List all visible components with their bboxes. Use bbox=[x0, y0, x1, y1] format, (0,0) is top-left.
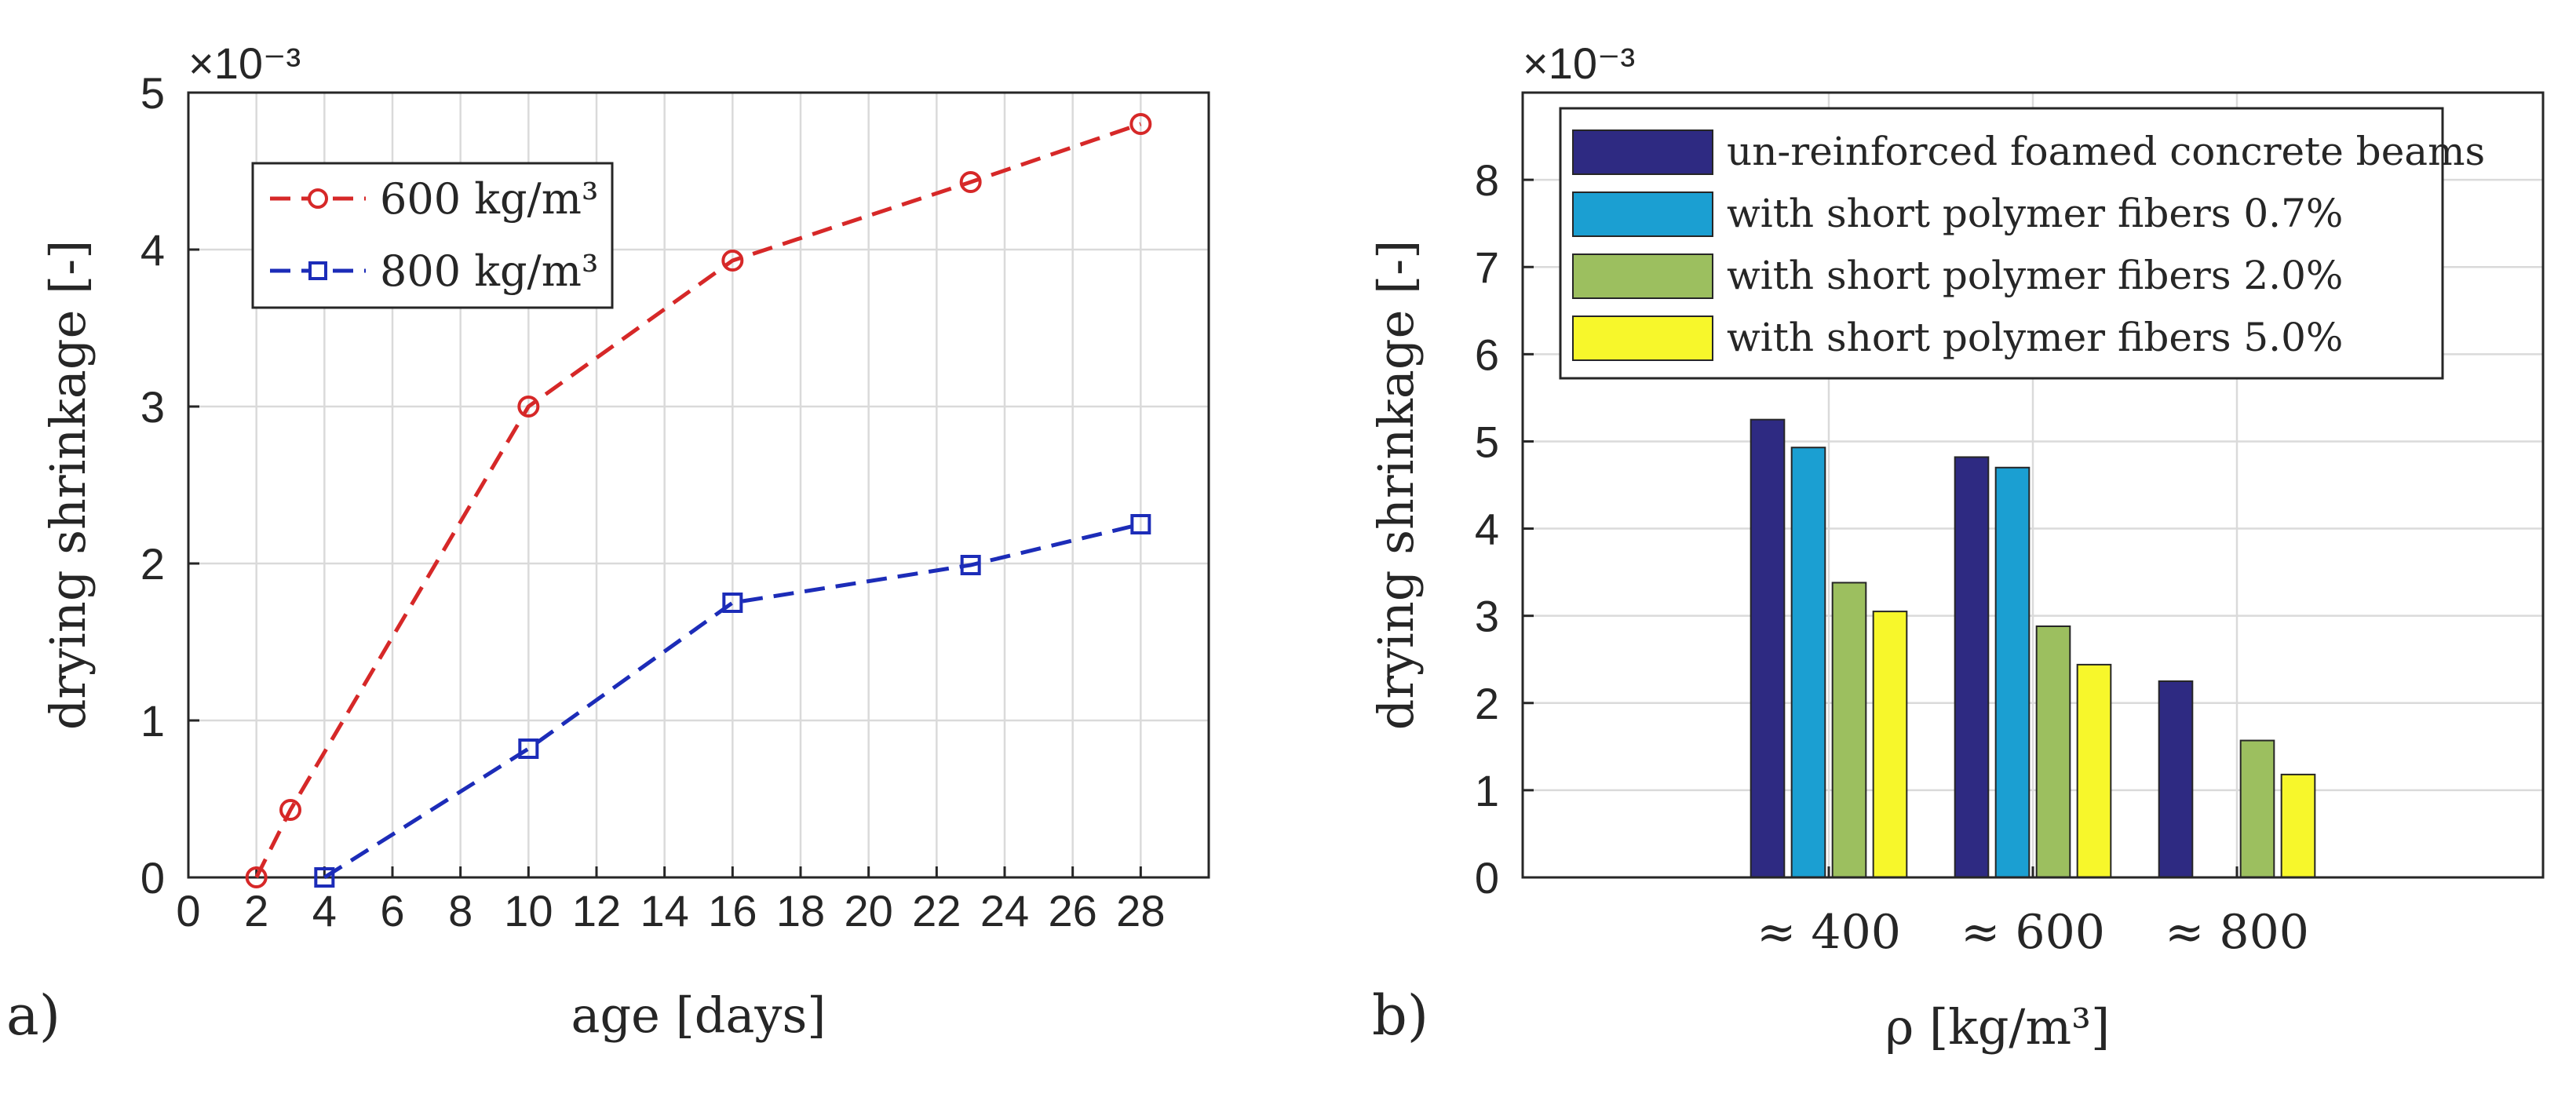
x-tick-label: 24 bbox=[980, 886, 1029, 935]
legend-swatch-unreinforced bbox=[1572, 129, 1713, 175]
bar-series-1 bbox=[1994, 466, 2031, 878]
legend-item-600: 600 kg/m³ bbox=[270, 174, 599, 224]
y-tick-label: 0 bbox=[1475, 853, 1499, 903]
legend-item-fibers-2-0: with short polymer fibers 2.0% bbox=[1572, 253, 2343, 299]
data-point-square bbox=[314, 867, 335, 888]
x-tick-label: 0 bbox=[176, 886, 200, 935]
x-tick-label: 14 bbox=[640, 886, 689, 935]
data-point-circle bbox=[721, 250, 744, 272]
data-point-square bbox=[722, 593, 743, 613]
y-tick-label: 7 bbox=[1475, 243, 1499, 292]
legend-circle-marker bbox=[308, 188, 328, 209]
legend-label-fibers-0-7: with short polymer fibers 0.7% bbox=[1727, 191, 2343, 236]
bar-series-2 bbox=[2239, 739, 2275, 878]
x-tick-label: 10 bbox=[504, 886, 553, 935]
panel-a-x-label: age [days] bbox=[571, 986, 826, 1044]
y-tick-label: 6 bbox=[1475, 330, 1499, 379]
bar-series-0 bbox=[1750, 418, 1786, 878]
x-tick-label: 28 bbox=[1116, 886, 1165, 935]
panel-a-label: a) bbox=[6, 983, 60, 1048]
data-point-square bbox=[960, 555, 981, 575]
x-tick-label: 26 bbox=[1049, 886, 1097, 935]
panel-a-y-exponent: ×10⁻³ bbox=[188, 38, 301, 88]
legend-square-marker bbox=[308, 261, 327, 280]
panel-b-legend: un-reinforced foamed concrete beams with… bbox=[1559, 107, 2485, 380]
x-tick-label: 2 bbox=[244, 886, 268, 935]
data-point-square bbox=[518, 738, 539, 759]
legend-label-600: 600 kg/m³ bbox=[380, 174, 599, 224]
category-label: ≈ 600 bbox=[1961, 905, 2105, 960]
x-tick-label: 20 bbox=[845, 886, 893, 935]
panel-b-y-exponent: ×10⁻³ bbox=[1523, 38, 1635, 88]
y-tick-label: 2 bbox=[140, 539, 165, 589]
y-tick-label: 5 bbox=[140, 68, 165, 118]
x-tick-label: 6 bbox=[380, 886, 404, 935]
panel-a-legend: 600 kg/m³ 800 kg/m³ bbox=[251, 162, 614, 309]
data-point-circle bbox=[517, 396, 540, 418]
panel-a-y-label: drying shrinkage [-] bbox=[39, 240, 97, 731]
y-tick-label: 3 bbox=[1475, 592, 1499, 641]
legend-label-unreinforced: un-reinforced foamed concrete beams bbox=[1727, 129, 2485, 174]
panel-b-bars bbox=[1750, 418, 2316, 879]
x-tick-label: 4 bbox=[312, 886, 337, 935]
bar-series-3 bbox=[2280, 773, 2316, 879]
legend-swatch-fibers-2-0 bbox=[1572, 253, 1713, 299]
legend-label-fibers-5-0: with short polymer fibers 5.0% bbox=[1727, 315, 2343, 360]
panel-b-ticks: ≈ 400 ≈ 600 ≈ 800 0 1 2 3 4 5 6 7 8 bbox=[1475, 155, 2309, 960]
data-point-circle bbox=[1129, 113, 1152, 135]
bar-series-3 bbox=[1872, 611, 1908, 878]
data-point-circle bbox=[245, 866, 268, 888]
legend-label-fibers-2-0: with short polymer fibers 2.0% bbox=[1727, 253, 2343, 298]
series-line-0 bbox=[254, 122, 1142, 879]
bar-series-3 bbox=[2076, 663, 2112, 879]
bar-series-2 bbox=[1831, 582, 1867, 878]
y-tick-label: 1 bbox=[1475, 766, 1499, 815]
y-tick-label: 5 bbox=[1475, 417, 1499, 466]
y-tick-label: 4 bbox=[1475, 505, 1499, 554]
x-tick-label: 8 bbox=[448, 886, 473, 935]
legend-item-fibers-0-7: with short polymer fibers 0.7% bbox=[1572, 191, 2343, 237]
data-point-circle bbox=[279, 799, 301, 821]
panel-b-label: b) bbox=[1372, 983, 1428, 1048]
y-tick-label: 2 bbox=[1475, 679, 1499, 728]
panel-b-bar-chart: ≈ 400 ≈ 600 ≈ 800 0 1 2 3 4 5 6 7 8 ×10⁻³ drying sh… bbox=[1367, 38, 2545, 1056]
category-label: ≈ 400 bbox=[1757, 905, 1901, 960]
legend-swatch-fibers-0-7 bbox=[1572, 191, 1713, 237]
legend-label-800: 800 kg/m³ bbox=[380, 246, 599, 296]
legend-item-800: 800 kg/m³ bbox=[270, 246, 599, 296]
bar-series-0 bbox=[2158, 680, 2194, 878]
data-point-square bbox=[1130, 514, 1151, 534]
y-tick-label: 0 bbox=[140, 853, 165, 903]
y-tick-label: 4 bbox=[140, 225, 165, 275]
x-tick-label: 22 bbox=[912, 886, 961, 935]
data-point-circle bbox=[959, 171, 982, 193]
panel-a-legend-box bbox=[251, 162, 614, 309]
y-tick-label: 8 bbox=[1475, 155, 1499, 205]
x-tick-label: 16 bbox=[708, 886, 757, 935]
bar-series-1 bbox=[1790, 447, 1826, 878]
series-line-1 bbox=[323, 522, 1141, 880]
legend-item-fibers-5-0: with short polymer fibers 5.0% bbox=[1572, 315, 2343, 361]
legend-swatch-fibers-5-0 bbox=[1572, 315, 1713, 361]
bar-series-0 bbox=[1954, 456, 1990, 878]
y-tick-label: 1 bbox=[140, 696, 165, 746]
y-tick-label: 3 bbox=[140, 382, 165, 432]
legend-item-unreinforced: un-reinforced foamed concrete beams bbox=[1572, 129, 2485, 175]
x-tick-label: 12 bbox=[572, 886, 621, 935]
bar-series-2 bbox=[2035, 625, 2071, 878]
x-tick-label: 18 bbox=[776, 886, 825, 935]
panel-b-x-label: ρ [kg/m³] bbox=[1885, 998, 2110, 1056]
panel-b-y-label: drying shrinkage [-] bbox=[1367, 240, 1425, 731]
category-label: ≈ 800 bbox=[2165, 905, 2309, 960]
panel-a-series bbox=[245, 113, 1152, 888]
panel-a-axes-box bbox=[187, 91, 1210, 879]
